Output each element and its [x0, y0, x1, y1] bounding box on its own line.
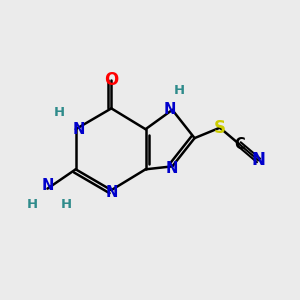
Text: N: N [251, 152, 266, 169]
Text: N: N [166, 161, 178, 176]
Text: H: H [54, 106, 65, 119]
Text: N: N [163, 102, 176, 117]
Text: N: N [73, 122, 85, 137]
Text: H: H [27, 199, 38, 212]
Text: N: N [41, 178, 54, 193]
Text: S: S [214, 119, 226, 137]
Text: N: N [105, 185, 118, 200]
Text: C: C [234, 136, 244, 152]
Text: H: H [61, 199, 72, 212]
Text: O: O [104, 71, 118, 89]
Text: H: H [174, 84, 185, 97]
